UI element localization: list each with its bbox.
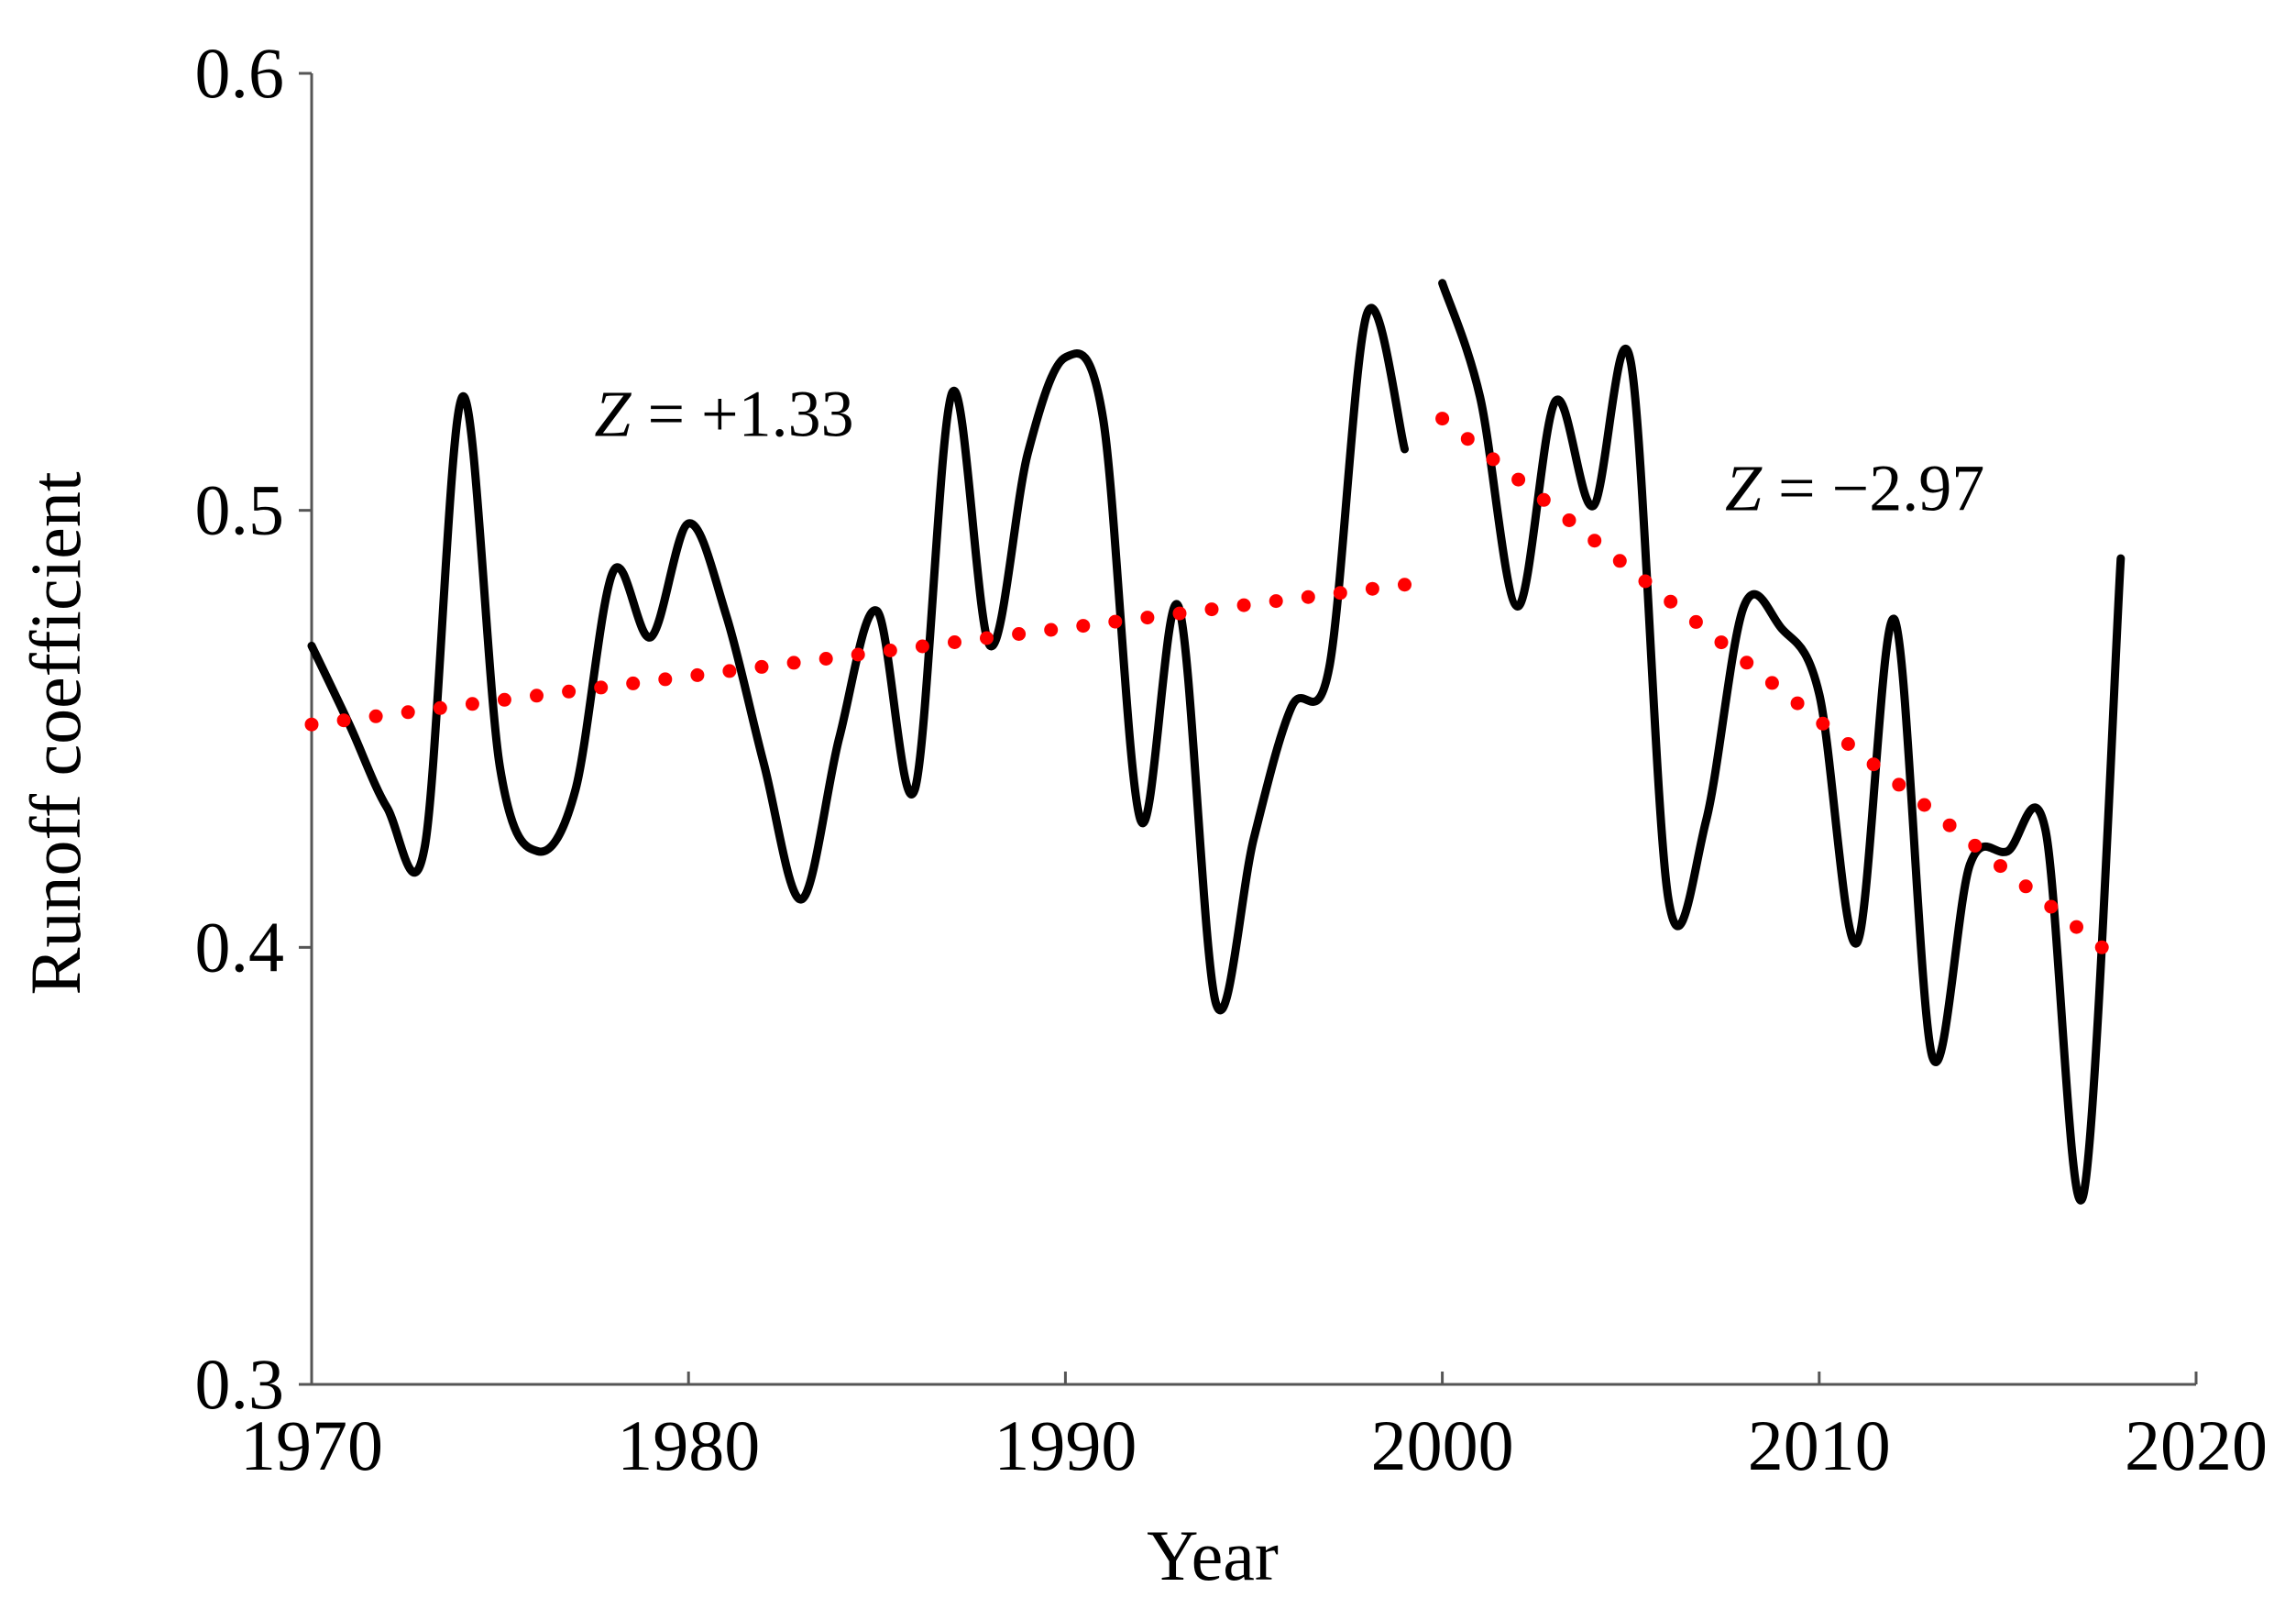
- trend-dot: [915, 639, 929, 654]
- trend-dot: [304, 717, 319, 732]
- series-line-1: [307, 303, 1409, 1015]
- trend-dot: [433, 700, 447, 715]
- trend-dot: [1076, 619, 1091, 634]
- trend-dot: [1612, 554, 1627, 568]
- trend-dot: [980, 631, 994, 645]
- trend-dot: [1688, 614, 1703, 629]
- annotation-layer: Z = +1.33 Z = −2.97: [594, 378, 1984, 525]
- x-tick-label: 2020: [2125, 1405, 2268, 1485]
- trend-dot: [1269, 594, 1283, 609]
- trend-dot: [1365, 581, 1379, 596]
- trend-dot: [948, 635, 961, 649]
- trend-dot: [818, 652, 833, 666]
- trend-dot: [562, 684, 577, 699]
- trend-dot: [1204, 602, 1219, 617]
- series-line-2: [1438, 279, 2126, 1205]
- trend-dot: [2070, 920, 2083, 934]
- trend-dot: [594, 680, 609, 695]
- trend-dot: [2018, 879, 2033, 894]
- z-statistic-annotation-1: Z = +1.33: [594, 378, 853, 451]
- trend-dot: [401, 705, 415, 720]
- trend-dot: [1172, 606, 1187, 621]
- trend-dot: [1942, 818, 1957, 832]
- y-axis-title: Runoff coefficient: [16, 471, 95, 995]
- trend-dot: [658, 672, 673, 687]
- trend-dot: [883, 644, 897, 657]
- trend-dot: [851, 647, 865, 662]
- trend-dot: [1333, 586, 1347, 601]
- trend-dot: [1840, 737, 1855, 751]
- trend-dot: [2044, 899, 2059, 914]
- trend-dot: [1511, 472, 1526, 487]
- trend-dot: [1012, 627, 1027, 641]
- trend-dot: [1816, 716, 1830, 731]
- trend-dot: [1460, 432, 1475, 446]
- x-axis-title: Year: [1147, 1515, 1279, 1595]
- trend-dot: [1866, 757, 1881, 772]
- trend-dot: [1398, 578, 1412, 592]
- z-statistic-annotation-2: Z = −2.97: [1725, 452, 1984, 525]
- axes: [310, 73, 2196, 1386]
- trend-dot: [1892, 777, 1906, 792]
- trend-dot: [1790, 696, 1805, 711]
- trend-dot: [1236, 598, 1251, 612]
- trend-dot: [1562, 513, 1576, 527]
- trend-dot: [1108, 614, 1123, 629]
- trend-dot: [1764, 676, 1779, 690]
- trend-dot: [754, 659, 769, 674]
- trend-dot: [626, 676, 641, 690]
- trend-dot: [1044, 623, 1059, 637]
- trend-layer: [304, 412, 2109, 954]
- labels: Runoff coefficient Year: [16, 471, 1279, 1595]
- trend-dot: [1664, 594, 1678, 609]
- trend-dot: [1301, 590, 1315, 604]
- trend-dot: [1638, 574, 1653, 589]
- trend-dot: [722, 664, 737, 678]
- trend-dot: [368, 709, 383, 723]
- trend-dot: [1587, 534, 1602, 548]
- trend-dot: [786, 656, 801, 670]
- y-tick-label: 0.6: [195, 33, 285, 113]
- trend-dot: [1140, 611, 1155, 625]
- x-tick-label: 2000: [1371, 1405, 1514, 1485]
- trend-dot: [1994, 859, 2007, 874]
- trend-dot: [2094, 940, 2109, 954]
- trend-dot: [1740, 656, 1754, 670]
- trend-dot: [1917, 798, 1931, 812]
- series-layer: [307, 279, 2126, 1205]
- x-tick-label: 2010: [1748, 1405, 1891, 1485]
- x-tick-label: 1970: [240, 1405, 383, 1485]
- trend-dot: [1968, 838, 1983, 853]
- trend-dot: [1536, 492, 1551, 507]
- trend-dot: [690, 667, 705, 682]
- trend-dot: [465, 697, 479, 711]
- trend-dot: [1714, 635, 1729, 650]
- ticks: 0.3 0.4 0.5 0.6 1970 1980 1990 2000 2010 2020: [195, 33, 2269, 1485]
- y-tick-label: 0.4: [195, 907, 285, 986]
- y-tick-label: 0.5: [195, 470, 285, 550]
- y-tick-label: 0.3: [195, 1344, 285, 1424]
- trend-dot: [336, 713, 351, 728]
- x-tick-label: 1980: [617, 1405, 760, 1485]
- x-tick-label: 1990: [994, 1405, 1137, 1485]
- trend-dot: [497, 692, 511, 707]
- trend-dot: [1486, 452, 1500, 467]
- trend-dot: [1435, 412, 1450, 426]
- trend-dot: [530, 689, 544, 703]
